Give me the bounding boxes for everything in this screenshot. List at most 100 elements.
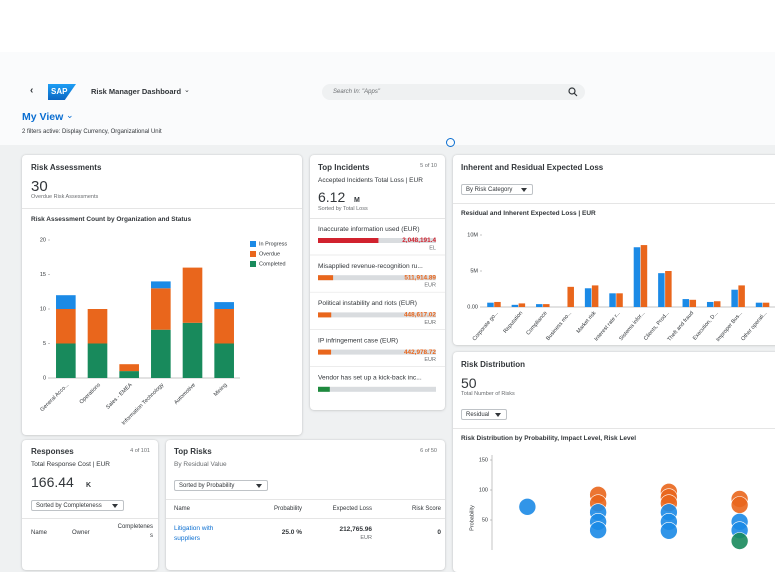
incident-label: Misapplied revenue-recognition ru... [318, 263, 423, 270]
bar [567, 286, 574, 307]
bar [682, 299, 690, 307]
bar [318, 386, 330, 392]
bar [713, 301, 721, 307]
card-title: Inherent and Residual Expected Loss [461, 163, 604, 172]
dropdown[interactable]: By Risk Category [461, 184, 533, 195]
chart-title: Risk Distribution by Probability, Impact… [461, 435, 637, 442]
card-title: Responses [31, 447, 74, 456]
risk-link[interactable]: Litigation with suppliers [174, 525, 214, 542]
bar [518, 303, 526, 307]
top-incidents-card[interactable] [310, 155, 445, 410]
divider [453, 428, 775, 429]
search-icon[interactable] [568, 87, 578, 97]
y-tick-label: 150 [479, 457, 488, 463]
bar [616, 293, 623, 307]
expand-header[interactable] [446, 138, 455, 147]
filters-text: 2 filters active: Display Currency, Orga… [22, 129, 162, 135]
shell-bar: ‹ SAP Risk Manager Dashboard ⌄ Search In… [0, 52, 775, 147]
x-tick-label: Other operati... [740, 310, 768, 342]
app-title[interactable]: Risk Manager Dashboard [91, 87, 182, 96]
y-tick-label: 10M [467, 232, 478, 238]
legend-label: In Progress [259, 241, 287, 247]
card-subtitle: By Residual Value [174, 461, 227, 468]
bar [640, 245, 648, 307]
bar-segment [151, 281, 171, 289]
y-tick-label: 5 [43, 341, 46, 347]
column-header: Expected Loss [332, 506, 372, 512]
y-axis-label: Probability [469, 505, 475, 531]
bar [762, 302, 770, 307]
y-tick-label: 100 [479, 487, 488, 493]
view-title[interactable]: My View [22, 111, 64, 123]
x-tick-label: Business mo... [545, 310, 573, 342]
card-subtitle: Accepted Incidents Total Loss | EUR [318, 177, 423, 184]
card-count: 5 of 10 [420, 163, 437, 169]
bubble [730, 496, 749, 514]
bar-segment [151, 288, 171, 330]
column-header: Name [31, 530, 48, 536]
bar [318, 275, 334, 281]
bar-segment [182, 267, 203, 323]
bar-track [318, 349, 436, 355]
bar-segment [56, 295, 76, 309]
cell: 0 [437, 529, 441, 536]
bubble [730, 532, 749, 550]
bar [706, 301, 714, 307]
y-tick-label: 50 [482, 517, 488, 523]
column-header: Name [174, 506, 191, 512]
kpi-label: Overdue Risk Assessments [31, 194, 99, 200]
bar [591, 285, 599, 307]
title-chevron[interactable]: ⌄ [184, 87, 190, 94]
chart-overlay: 0 5 10 15 20 General Acco... Operations Sales -… [39, 226, 775, 550]
bar [318, 312, 332, 318]
y-tick-label: 0.00 [467, 304, 478, 310]
incident-label: IP infringement case (EUR) [318, 337, 398, 344]
chart-title: Risk Assessment Count by Organization an… [31, 216, 192, 223]
top-risks-card[interactable] [166, 440, 445, 570]
value-unit: EUR [424, 357, 436, 363]
column-header: Owner [72, 530, 90, 536]
chart-title: Residual and Inherent Expected Loss | EU… [461, 210, 596, 217]
divider [453, 203, 775, 204]
card-count: 6 of 50 [420, 448, 437, 454]
bar-track [318, 312, 436, 318]
x-tick-label: Corporate go... [472, 310, 500, 342]
risk-distribution-card[interactable] [453, 352, 775, 572]
bar-segment [214, 309, 234, 344]
bar-segment [119, 371, 139, 378]
bar [738, 285, 745, 307]
dropdown[interactable]: Residual [461, 409, 507, 420]
value-label: 2,048,191.4 [402, 237, 436, 244]
kpi-label: Sorted by Total Loss [318, 206, 368, 212]
bar-segment [87, 309, 108, 344]
x-tick-label: Compliance [525, 310, 548, 336]
card-title: Top Incidents [318, 163, 370, 172]
value-unit: EUR [424, 283, 436, 289]
dropdown[interactable]: Sorted by Probability [174, 480, 268, 491]
dropdown[interactable]: Sorted by Completeness [31, 500, 124, 511]
value-unit: EUR [424, 320, 436, 326]
kpi-label: Total Number of Risks [461, 391, 515, 397]
incident-label: Inaccurate information used (EUR) [318, 226, 420, 233]
back-button[interactable]: ‹ [30, 85, 34, 96]
bar-segment [87, 343, 108, 378]
value-label: 448,617.02 [404, 312, 436, 319]
value-unit: EL [429, 245, 436, 251]
bar-segment [214, 343, 234, 378]
x-tick-label: Market risk [576, 310, 598, 335]
kpi-value: 30 [31, 178, 48, 195]
bubble [660, 521, 678, 540]
view-chevron[interactable]: ⌄ [66, 110, 74, 120]
x-tick-label: Clients, Prod... [643, 310, 671, 342]
search-box[interactable]: Search In: "Apps" [322, 84, 585, 100]
bar [658, 273, 665, 307]
bar-segment [119, 364, 139, 372]
bar [755, 302, 763, 307]
bar [487, 302, 494, 307]
bar [536, 304, 543, 307]
card-title: Risk Assessments [31, 163, 102, 172]
bar [318, 238, 379, 243]
column-header: Risk Score [411, 506, 441, 512]
x-tick-label: Execution, D... [692, 310, 720, 342]
